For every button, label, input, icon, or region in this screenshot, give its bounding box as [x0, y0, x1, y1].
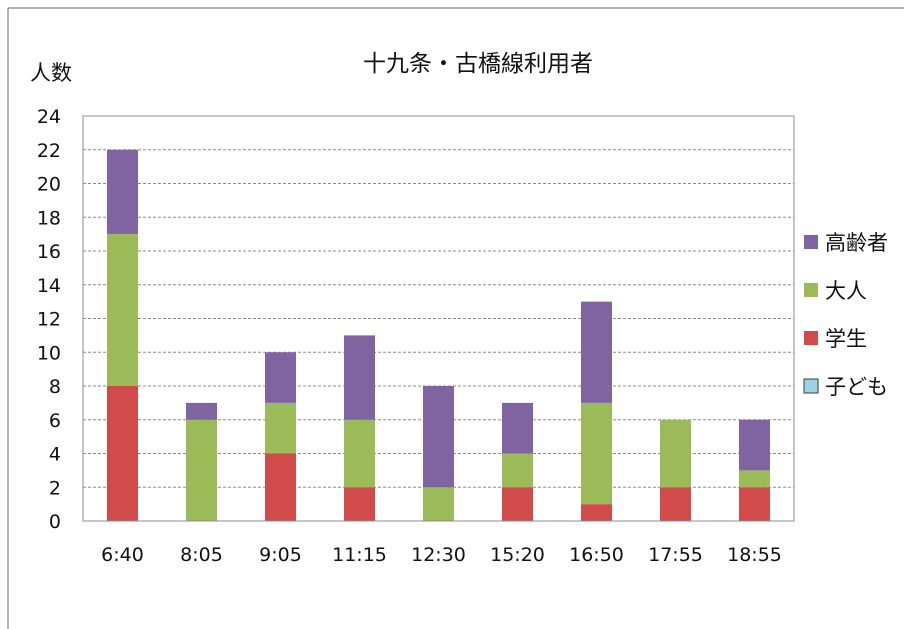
x-tick-label: 16:50 — [569, 544, 624, 566]
bar-segment — [739, 419, 770, 471]
bar-segment — [502, 453, 533, 488]
plot-area-border — [82, 115, 795, 522]
y-tick-label: 4 — [49, 444, 61, 466]
bar-segment — [660, 487, 691, 521]
bar-segment — [265, 402, 296, 454]
bar-segment — [739, 487, 770, 521]
x-tick-label: 9:05 — [259, 544, 302, 566]
x-tick-label: 8:05 — [180, 544, 223, 566]
bar-segment — [739, 470, 770, 488]
bar-segment — [344, 487, 375, 521]
legend-label: 学生 — [825, 327, 867, 351]
legend-label: 大人 — [825, 279, 867, 303]
x-tick-label: 18:55 — [727, 544, 782, 566]
bar-segment — [186, 402, 217, 420]
x-tick-label: 15:20 — [490, 544, 545, 566]
legend-swatch — [803, 378, 819, 394]
y-tick-label: 22 — [37, 140, 61, 162]
y-tick-label: 10 — [37, 342, 61, 364]
bar-segment — [502, 402, 533, 454]
bar-segment — [186, 419, 217, 521]
bar-segment — [423, 386, 454, 488]
bar-segment — [581, 504, 612, 522]
chart-frame — [7, 7, 904, 629]
bars — [107, 149, 770, 522]
bar-segment — [581, 301, 612, 403]
legend-swatch — [804, 331, 818, 345]
x-tick-label: 17:55 — [648, 544, 703, 566]
x-tick-label: 11:15 — [332, 544, 387, 566]
y-tick-label: 0 — [49, 511, 61, 533]
bar-segment — [660, 419, 691, 488]
bar-segment — [265, 352, 296, 403]
bar-segment — [107, 234, 138, 387]
y-tick-label: 2 — [49, 477, 61, 499]
y-tick-label: 20 — [37, 174, 61, 196]
y-tick-label: 14 — [37, 275, 61, 297]
bar-segment — [265, 453, 296, 521]
bar-segment — [344, 419, 375, 488]
y-tick-label: 18 — [37, 207, 61, 229]
bar-segment — [107, 386, 138, 521]
y-tick-label: 6 — [49, 410, 61, 432]
chart-title: 十九条・古橋線利用者 — [363, 51, 593, 77]
legend-swatch — [804, 283, 818, 297]
y-tick-label: 8 — [49, 376, 61, 398]
y-tick-label: 16 — [37, 241, 61, 263]
bar-segment — [107, 149, 138, 235]
legend-label: 子ども — [825, 375, 888, 399]
y-axis-label: 人数 — [30, 61, 72, 85]
bar-segment — [502, 487, 533, 521]
y-tick-label: 24 — [37, 106, 61, 128]
legend-label: 高齢者 — [825, 231, 888, 255]
x-tick-label: 6:40 — [101, 544, 144, 566]
legend-swatch — [804, 235, 818, 249]
x-axis-ticks: 6:40 8:05 9:05 11:15 12:30 15:20 16:50 17:55 18:… — [101, 544, 782, 566]
bar-segment — [344, 335, 375, 420]
bar-segment — [581, 402, 612, 505]
x-tick-label: 12:30 — [411, 544, 466, 566]
y-tick-label: 12 — [37, 309, 61, 331]
bar-segment — [423, 487, 454, 521]
